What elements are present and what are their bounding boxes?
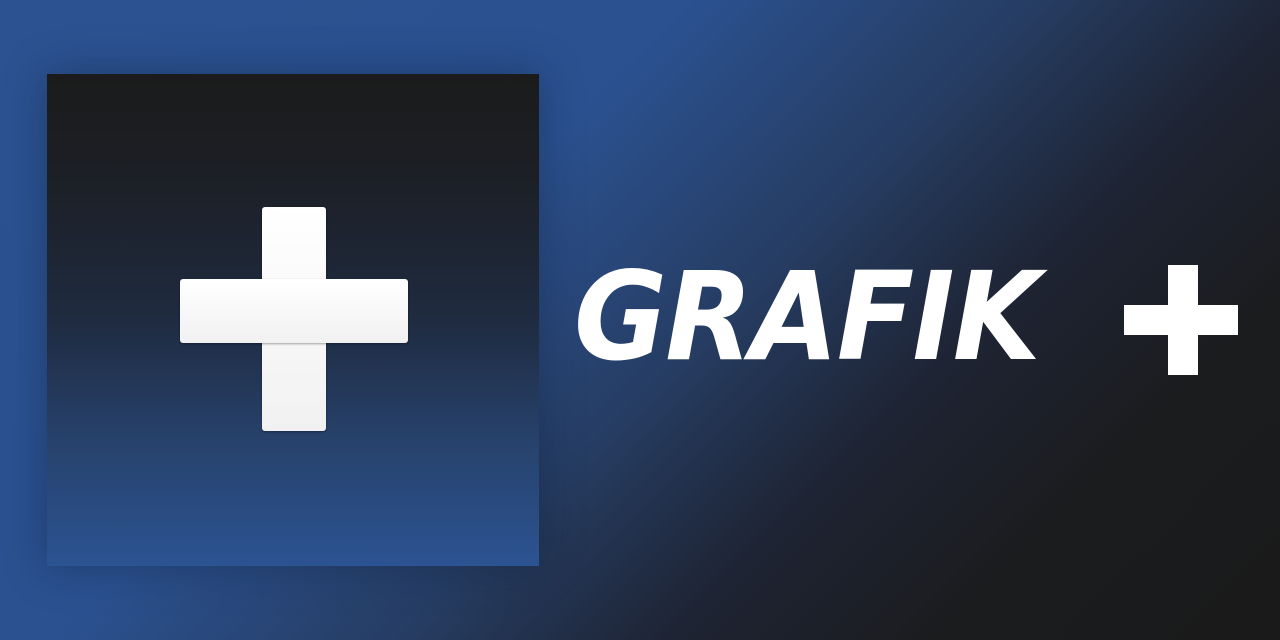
wordmark: GRAFIK — [574, 252, 1074, 382]
plus-icon-horizontal-bar — [180, 279, 408, 343]
wordmark-plus-icon — [1124, 265, 1238, 375]
plus-icon — [180, 207, 408, 431]
wordmark-plus-horizontal-bar — [1124, 305, 1238, 335]
wordmark-text: GRAFIK — [574, 246, 1041, 388]
app-icon-tile — [47, 74, 539, 566]
